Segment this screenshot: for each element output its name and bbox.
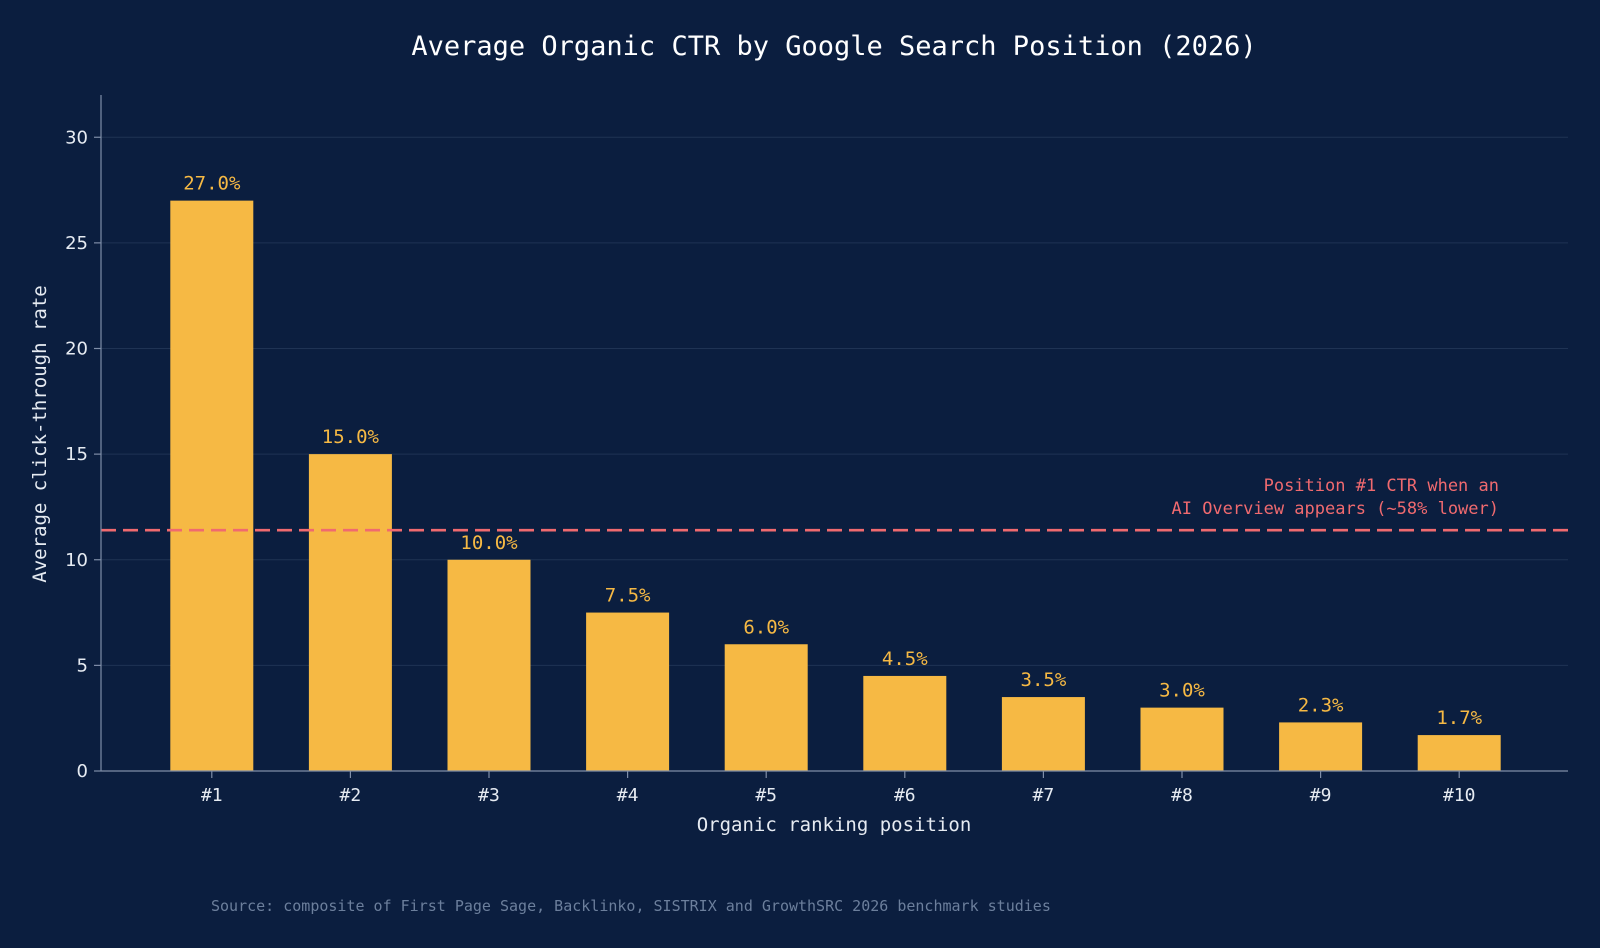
- x-tick-label: #2: [340, 785, 362, 806]
- bar-value-labels: 27.0% 15.0% 10.0% 7.5% 6.0% 4.5% 3.5% 3.0% 2.3% 1…: [183, 173, 1482, 729]
- bar-value-label: 10.0%: [460, 532, 518, 554]
- x-tick-label: #3: [478, 785, 500, 806]
- chart-title: Average Organic CTR by Google Search Pos…: [411, 31, 1256, 62]
- x-tick-label: #1: [201, 785, 223, 806]
- bar: [1417, 735, 1501, 771]
- axes: 0 5 10 15 20 25 30 #1 #2 #3 #4 #5 #6 #7 #8 #9 #10: [65, 95, 1568, 806]
- y-tick-label: 0: [77, 761, 88, 782]
- bar-value-label: 15.0%: [322, 426, 380, 448]
- bar-value-label: 7.5%: [605, 585, 651, 607]
- bars: [170, 200, 1501, 771]
- x-tick-label: #4: [617, 785, 639, 806]
- x-axis-label: Organic ranking position: [697, 814, 972, 836]
- bar: [724, 644, 808, 771]
- source-note: Source: composite of First Page Sage, Ba…: [211, 897, 1051, 915]
- x-tick-label: #5: [755, 785, 777, 806]
- bar: [308, 454, 392, 771]
- bar: [863, 675, 947, 771]
- y-axis-label: Average click-through rate: [29, 285, 51, 582]
- y-tick-label: 20: [65, 339, 88, 360]
- y-tick-label: 5: [77, 655, 88, 676]
- bar: [586, 612, 670, 771]
- bar: [1279, 722, 1363, 771]
- bar: [1001, 697, 1085, 771]
- x-tick-label: #8: [1171, 785, 1193, 806]
- bar: [447, 559, 531, 771]
- reference-line-label-line-2: AI Overview appears (~58% lower): [1171, 499, 1499, 519]
- bar-value-label: 3.5%: [1021, 669, 1067, 691]
- y-tick-label: 30: [65, 127, 88, 148]
- reference-line-label-line-1: Position #1 CTR when an: [1264, 476, 1499, 496]
- bar-value-label: 2.3%: [1298, 694, 1344, 716]
- bar-value-label: 27.0%: [183, 173, 241, 195]
- y-tick-label: 15: [65, 444, 88, 465]
- x-tick-label: #10: [1443, 785, 1476, 806]
- bar: [1140, 707, 1224, 771]
- y-tick-label: 25: [65, 233, 88, 254]
- bar: [170, 200, 254, 771]
- bar-value-label: 3.0%: [1159, 680, 1205, 702]
- x-tick-label: #6: [894, 785, 916, 806]
- bar-value-label: 6.0%: [743, 616, 789, 638]
- x-tick-label: #9: [1310, 785, 1332, 806]
- bar-value-label: 4.5%: [882, 648, 928, 670]
- bar-value-label: 1.7%: [1436, 707, 1482, 729]
- y-tick-label: 10: [65, 550, 88, 571]
- x-tick-label: #7: [1033, 785, 1055, 806]
